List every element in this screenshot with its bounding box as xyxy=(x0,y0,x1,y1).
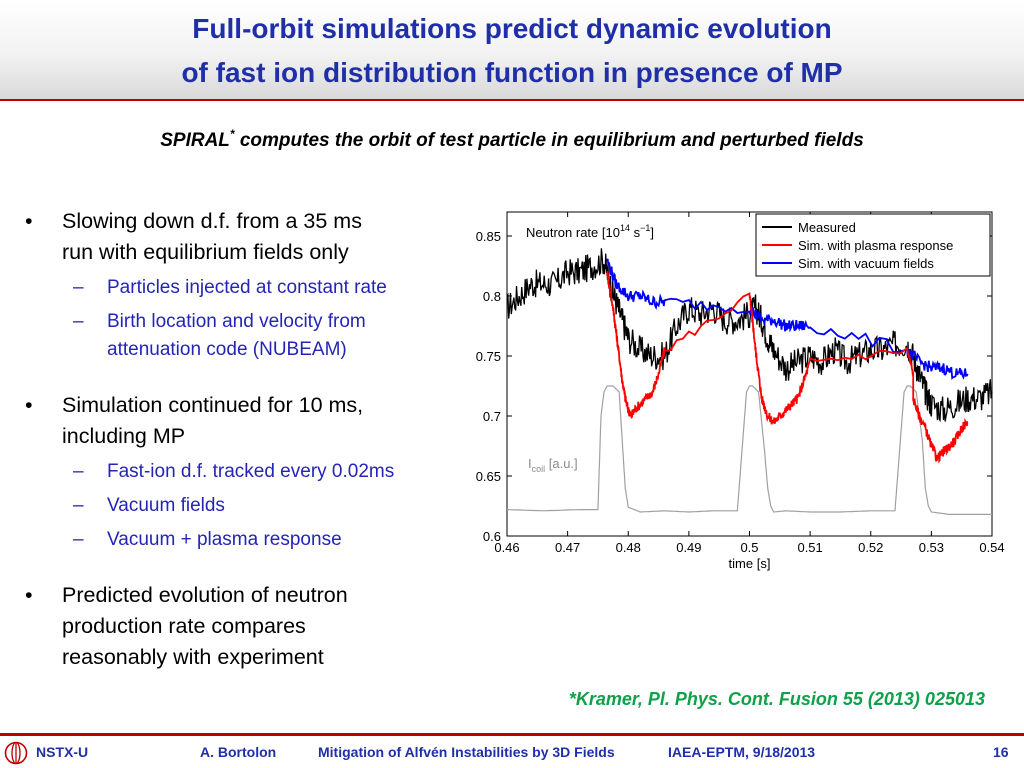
y-tick-label: 0.7 xyxy=(483,409,501,424)
bullet-list: • Slowing down d.f. from a 35 ms run with … xyxy=(25,206,465,673)
x-tick-label: 0.5 xyxy=(740,540,758,555)
annotation-coil-symbol: I xyxy=(528,456,532,471)
x-tick-label: 0.48 xyxy=(616,540,641,555)
citation: *Kramer, Pl. Phys. Cont. Fusion 55 (2013… xyxy=(568,689,985,709)
bullet-text-line: Simulation continued for 10 ms, xyxy=(62,393,364,417)
sub-bullet-item: – Birth location and velocity from attenua… xyxy=(25,308,465,364)
annotation-coil-current: Icoil [a.u.] xyxy=(528,456,578,474)
bullet-item: • Simulation continued for 10 ms, includin… xyxy=(25,390,465,452)
bullet-text-line: run with equilibrium fields only xyxy=(62,240,349,264)
footer-org: NSTX-U xyxy=(36,744,89,760)
subtitle-footnote-mark: * xyxy=(229,127,235,141)
footer: NSTX-U A. Bortolon Mitigation of Alfvén … xyxy=(0,738,1024,768)
sub-bullet-text-line: Vacuum fields xyxy=(107,495,225,516)
slide-title-line-1: Full-orbit simulations predict dynamic e… xyxy=(192,13,832,44)
sub-bullet-item: – Fast-ion d.f. tracked every 0.02ms xyxy=(25,458,465,486)
series-line-measured xyxy=(506,248,993,423)
legend-label: Sim. with plasma response xyxy=(798,238,953,253)
x-tick-label: 0.53 xyxy=(919,540,944,555)
bullet-text-line: production rate compares xyxy=(62,614,306,638)
x-tick-label: 0.51 xyxy=(797,540,822,555)
sub-bullet-dash: – xyxy=(73,495,84,516)
y-tick-label: 0.75 xyxy=(476,349,501,364)
sub-bullet-text-line: Vacuum + plasma response xyxy=(107,529,342,550)
x-tick-label: 0.49 xyxy=(676,540,701,555)
slide-subtitle: SPIRAL* computes the orbit of test parti… xyxy=(0,127,1024,152)
sub-bullet-text-line: Particles injected at constant rate xyxy=(107,277,387,298)
annotation-rate-part: Neutron rate [10 xyxy=(526,225,620,240)
sub-bullet-text-line: Fast-ion d.f. tracked every 0.02ms xyxy=(107,461,395,482)
bullet-item: • Predicted evolution of neutron productio… xyxy=(25,580,465,673)
annotation-rate-part: s xyxy=(630,225,641,240)
legend-box xyxy=(755,213,991,277)
x-tick-label: 0.47 xyxy=(555,540,580,555)
y-tick-label: 0.8 xyxy=(483,289,501,304)
y-tick-label: 0.85 xyxy=(476,229,501,244)
annotation-neutron-rate: Neutron rate [1014 s−1] xyxy=(526,223,654,240)
annotation-coil-unit: [a.u.] xyxy=(545,456,578,471)
bullet-text-line: Slowing down d.f. from a 35 ms xyxy=(62,209,362,233)
sub-bullet-dash: – xyxy=(73,461,84,482)
footer-venue: IAEA-EPTM, 9/18/2013 xyxy=(668,744,816,760)
x-tick-label: 0.46 xyxy=(494,540,519,555)
footer-divider xyxy=(0,733,1024,736)
subtitle-code-name: SPIRAL xyxy=(160,130,230,151)
footer-author: A. Bortolon xyxy=(200,744,277,760)
bullet-text-line: including MP xyxy=(62,424,186,448)
nstx-logo-icon xyxy=(4,741,28,765)
footer-talk-title: Mitigation of Alfvén Instabilities by 3D… xyxy=(318,744,615,760)
subtitle-text: computes the orbit of test particle in e… xyxy=(234,130,864,151)
series-line-sim-with-plasma-response xyxy=(606,271,969,464)
sub-bullet-dash: – xyxy=(73,277,84,298)
bullet-text-line: Predicted evolution of neutron xyxy=(62,583,348,607)
title-band: Full-orbit simulations predict dynamic e… xyxy=(0,0,1024,101)
sub-bullet-text-line: attenuation code (NUBEAM) xyxy=(107,339,347,360)
sub-bullet-item: – Vacuum fields xyxy=(25,492,465,520)
chart-legend: Measured Sim. with plasma response Sim. wi… xyxy=(755,213,991,277)
neutron-rate-figure: 0.46 0.47 0.48 0.49 0.5 0.51 0.52 0.53 0.54 0.6 0.… xyxy=(468,200,1008,580)
annotation-coil-subscript: coil xyxy=(532,464,546,474)
footer-page-number: 16 xyxy=(993,744,1009,760)
x-axis-label: time [s] xyxy=(729,556,771,571)
slide-title-line-2: of fast ion distribution function in pre… xyxy=(181,57,843,88)
bullet-dot: • xyxy=(25,583,33,607)
legend-label: Sim. with vacuum fields xyxy=(798,256,934,271)
bullet-dot: • xyxy=(25,209,33,233)
sub-bullet-item: – Particles injected at constant rate xyxy=(25,274,465,302)
sub-bullet-item: – Vacuum + plasma response xyxy=(25,526,465,554)
neutron-rate-chart: 0.46 0.47 0.48 0.49 0.5 0.51 0.52 0.53 0.54 0.6 0.… xyxy=(476,211,1005,571)
sub-bullet-dash: – xyxy=(73,311,84,332)
legend-label: Measured xyxy=(798,220,856,235)
bullet-item: • Slowing down d.f. from a 35 ms run with … xyxy=(25,206,465,268)
y-tick-label: 0.65 xyxy=(476,469,501,484)
bullet-dot: • xyxy=(25,393,33,417)
x-tick-label: 0.54 xyxy=(979,540,1004,555)
sub-bullet-dash: – xyxy=(73,529,84,550)
bullet-text-line: reasonably with experiment xyxy=(62,645,324,669)
sub-bullet-text-line: Birth location and velocity from xyxy=(107,311,366,332)
series-line-sim-with-vacuum-fields xyxy=(606,258,969,381)
annotation-rate-part: 14 xyxy=(620,223,630,233)
annotation-rate-part: −1 xyxy=(640,223,650,233)
x-tick-label: 0.52 xyxy=(858,540,883,555)
annotation-rate-part: ] xyxy=(650,225,654,240)
y-tick-label: 0.6 xyxy=(483,529,501,544)
